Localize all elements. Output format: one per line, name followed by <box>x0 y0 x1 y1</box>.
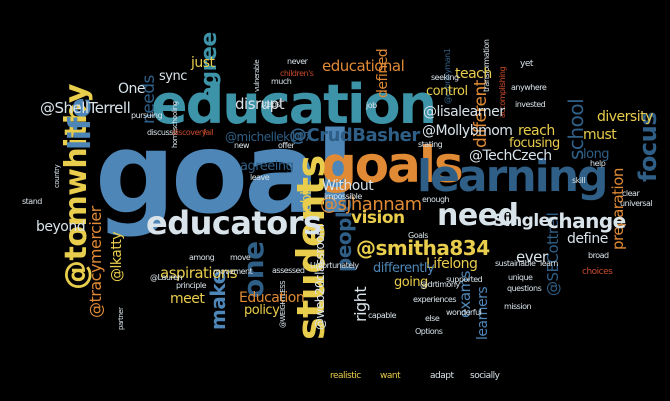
word: Without <box>322 178 374 194</box>
word: @drtimony <box>420 280 460 289</box>
word: meet <box>170 291 205 307</box>
word: policy <box>244 303 280 318</box>
word: capable <box>368 311 397 320</box>
word: vision <box>351 208 405 228</box>
word: skill <box>572 176 585 185</box>
word: teach <box>455 66 492 82</box>
word: goals <box>321 136 464 194</box>
word: long <box>583 147 610 162</box>
word: @TechCzech <box>469 148 552 164</box>
word: new <box>234 141 250 150</box>
word: education <box>151 73 437 136</box>
word: pursuing <box>131 111 163 120</box>
word: stand <box>22 197 42 206</box>
word: Single <box>493 211 550 231</box>
word: help <box>590 159 606 168</box>
word: experiences <box>413 295 457 304</box>
word: learn <box>540 259 558 268</box>
word: adapt <box>430 371 454 381</box>
word: define <box>567 231 608 247</box>
word: job <box>366 101 377 110</box>
word: @Lauren <box>150 273 183 282</box>
word: educational <box>322 57 405 75</box>
word: impossible <box>324 192 362 201</box>
word: @smitha834 <box>356 236 490 260</box>
word: just <box>191 55 215 71</box>
word: @sjhannam <box>320 194 422 215</box>
word: unique <box>508 273 533 282</box>
word: leave <box>250 173 270 182</box>
word: @michellek107 <box>225 130 312 144</box>
word: @lisalearner <box>423 104 505 120</box>
word: country <box>53 164 61 188</box>
word: invested <box>515 100 546 109</box>
word: offer <box>278 141 295 150</box>
word: must <box>583 127 617 143</box>
word: Goals <box>408 231 428 240</box>
word: differently <box>373 261 435 276</box>
word: learning <box>417 151 609 202</box>
word: movement <box>213 267 253 276</box>
word: focusing <box>509 136 560 151</box>
word: assessed <box>272 266 305 275</box>
word: choices <box>582 267 613 277</box>
word: @Mollybmom <box>422 123 513 139</box>
word: questions <box>507 284 542 293</box>
word: reach <box>518 123 555 139</box>
word: @lkatty <box>109 231 125 282</box>
word: much <box>271 77 292 86</box>
word: homeschooling <box>171 101 179 148</box>
word: realistic <box>330 371 361 381</box>
word: @tracymercier <box>86 206 105 318</box>
word: right <box>351 286 370 322</box>
word: beyond <box>36 219 86 235</box>
word: supported <box>446 275 483 284</box>
word: goal <box>95 109 354 239</box>
word: clear <box>622 189 640 198</box>
word: going <box>394 275 428 290</box>
word: yet <box>520 59 533 69</box>
word: mission <box>504 302 532 311</box>
word: else <box>425 314 440 323</box>
word: steps <box>261 100 280 109</box>
word: discovery <box>172 128 206 137</box>
word: socially <box>470 371 500 381</box>
word: aspirations <box>160 264 238 282</box>
word: Unfortunately <box>310 261 359 270</box>
word: universal <box>620 199 653 208</box>
word: change <box>547 209 626 233</box>
word: @ShellTerrell <box>40 99 131 117</box>
word: anywhere <box>511 83 547 92</box>
word: fail <box>203 128 214 137</box>
word: children's <box>280 69 314 78</box>
word: Options <box>415 327 443 336</box>
word: agreeing <box>240 159 294 174</box>
word: wonderful <box>446 308 482 317</box>
word: disrupt <box>235 95 285 113</box>
word: want <box>380 371 401 381</box>
word: Lifelong <box>426 256 478 272</box>
word: move <box>230 253 251 262</box>
word: One <box>118 81 146 97</box>
word: control <box>426 84 468 99</box>
word: sync <box>159 69 187 84</box>
word: need <box>437 198 519 233</box>
word: principle <box>176 281 207 290</box>
word: seeking <box>431 73 459 82</box>
word: Education <box>239 290 305 306</box>
word: partner <box>117 307 125 330</box>
word: sustainable <box>495 259 536 268</box>
word: discuss <box>147 128 173 137</box>
word: ever <box>516 248 548 266</box>
word: @CrudBasher <box>289 125 420 146</box>
word: vulnerable <box>253 59 261 92</box>
word: educators <box>146 204 322 242</box>
word: never <box>287 57 308 66</box>
word: enough <box>422 195 450 204</box>
word: stating <box>418 140 443 149</box>
word: broad <box>588 251 609 260</box>
word: among <box>189 253 215 262</box>
word: diversity <box>597 109 653 125</box>
